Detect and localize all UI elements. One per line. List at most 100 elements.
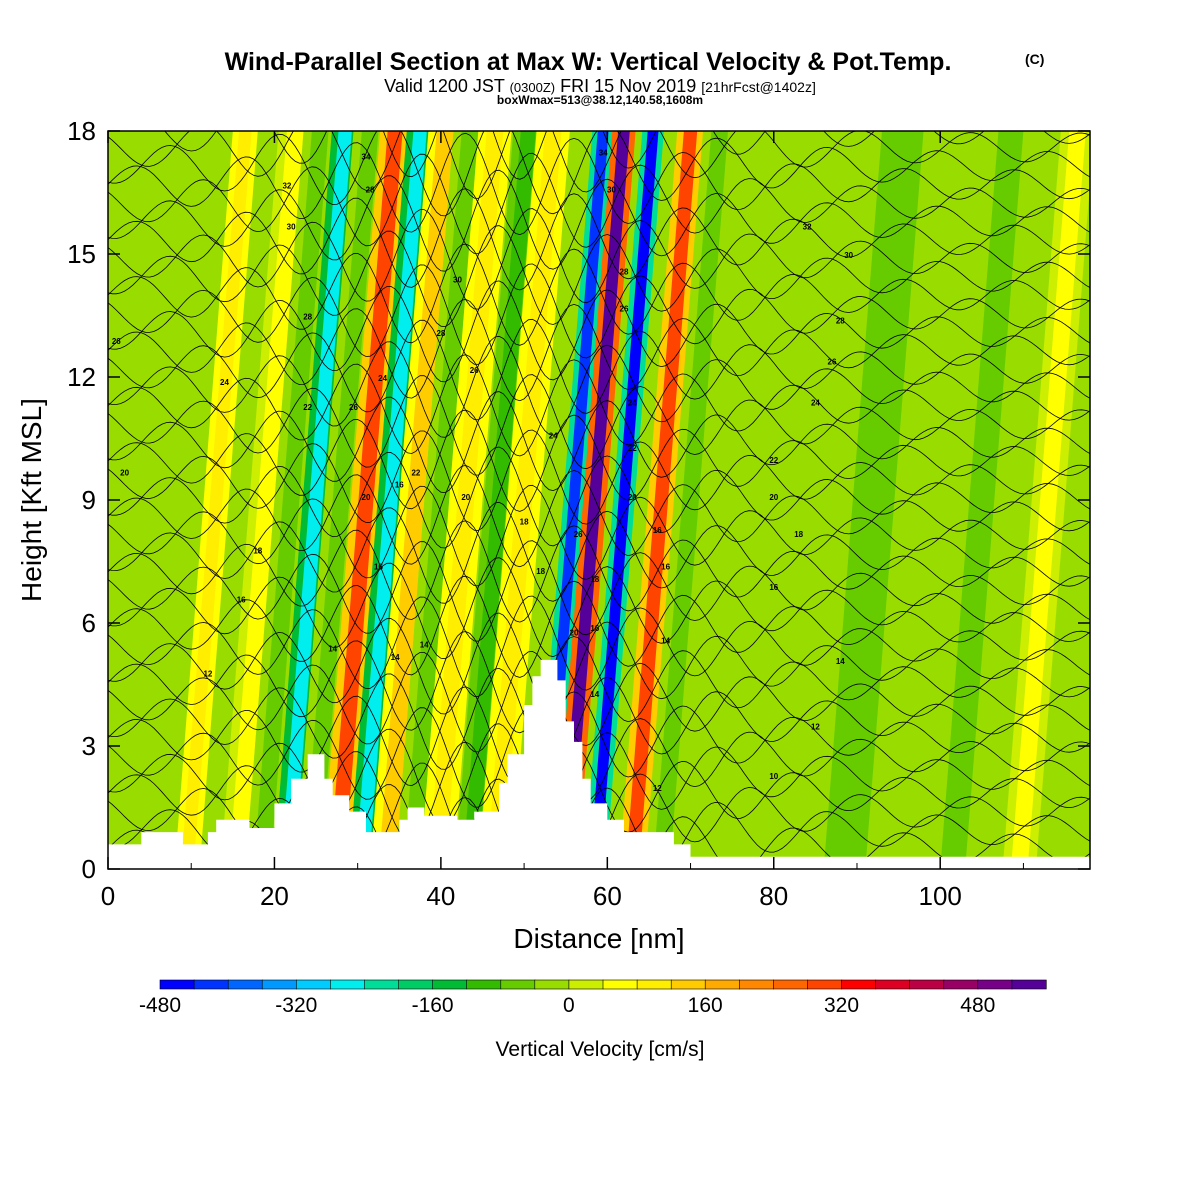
colorbar-swatch — [261, 979, 297, 990]
theta-contour-label: 26 — [574, 530, 583, 539]
colorbar-swatch — [602, 979, 638, 990]
theta-contour-label: 10 — [769, 772, 778, 781]
theta-contour-label: 26 — [349, 403, 358, 412]
subtitle-date: FRI 15 Nov 2019 — [560, 76, 696, 96]
theta-contour-label: 26 — [470, 366, 479, 375]
theta-contour-label: 12 — [811, 723, 820, 732]
theta-contour-label: 12 — [203, 669, 212, 678]
theta-contour-label: 14 — [328, 645, 337, 654]
colorbar-swatch — [227, 979, 263, 990]
theta-contour-label: 28 — [436, 329, 445, 338]
colorbar-swatch — [534, 979, 570, 990]
theta-contour-label: 16 — [237, 596, 246, 605]
theta-contour-label: 24 — [628, 399, 637, 408]
theta-contour-line — [108, 354, 1090, 457]
theta-contour-line — [108, 650, 1090, 753]
theta-contour-line — [108, 446, 1090, 549]
colorbar-swatch — [704, 979, 740, 990]
theta-contour-label: 28 — [303, 313, 312, 322]
colorbar-swatch — [943, 979, 979, 990]
theta-contour-line — [108, 520, 1090, 623]
theta-contour-label: 14 — [590, 690, 599, 699]
theta-contour-line — [108, 631, 1090, 734]
colorbar-tick-label: 320 — [824, 994, 859, 1017]
theta-contour-label: 34 — [362, 153, 371, 162]
theta-contour-label: 20 — [362, 493, 371, 502]
colorbar-swatch — [500, 979, 536, 990]
theta-contour-label: 18 — [794, 530, 803, 539]
theta-contour-line — [108, 612, 1090, 715]
colorbar-swatch — [909, 979, 945, 990]
colorbar-tick-label: -160 — [412, 994, 454, 1017]
subtitle-valid: Valid 1200 JST — [384, 76, 505, 96]
theta-contour-line — [108, 188, 1090, 291]
theta-contour-label: 34 — [599, 149, 608, 158]
theta-contour-line — [108, 243, 1090, 346]
x-axis: 0 20 40 60 80 100 — [101, 131, 1024, 911]
theta-contour-label: 26 — [620, 304, 629, 313]
theta-contour-label: 24 — [378, 374, 387, 383]
colorbar-swatch — [636, 979, 672, 990]
theta-contour-line — [108, 501, 1090, 604]
x-tick-label: 40 — [426, 881, 455, 911]
y-tick-label: 3 — [82, 731, 96, 761]
theta-contour-line — [108, 778, 1090, 869]
theta-contour-line — [108, 667, 1090, 770]
theta-contour-line — [108, 557, 1090, 660]
w-band-core — [355, 131, 427, 869]
w-band-core — [653, 131, 728, 869]
theta-contour-line — [108, 464, 1090, 568]
theta-contour-line — [108, 131, 1090, 217]
colorbar-swatch — [568, 979, 604, 990]
theta-contour-line — [108, 595, 1090, 697]
theta-contour-line — [108, 429, 1090, 531]
theta-contour-line — [108, 280, 1090, 383]
colorbar-swatch — [295, 979, 331, 990]
plot-area: 26 20 12 16 18 24 22 28 30 32 14 26 20 16 24 28 34 14 16 22… — [107, 130, 1091, 870]
theta-contour-line — [108, 723, 1090, 826]
theta-contour-line — [108, 131, 1090, 199]
y-tick-label: 6 — [82, 608, 96, 638]
theta-contour-label: 30 — [453, 276, 462, 285]
theta-contour-label: 24 — [220, 378, 229, 387]
w-band-core — [462, 131, 536, 869]
colorbar-swatch — [432, 979, 468, 990]
subtitle-utc: (0300Z) — [510, 80, 556, 95]
y-tick-label: 18 — [67, 116, 96, 146]
colorbar-tick-label: 480 — [960, 994, 995, 1017]
colorbar-swatch — [738, 979, 774, 990]
potential-temperature-contours — [108, 131, 1090, 869]
colorbar-tick-label: -320 — [275, 994, 317, 1017]
theta-contour-line — [108, 298, 1090, 402]
x-tick-label: 80 — [759, 881, 788, 911]
theta-contour-label: 16 — [653, 526, 662, 535]
theta-contour-line — [108, 540, 1090, 642]
theta-contour-label: 30 — [607, 186, 616, 195]
theta-contour-line — [108, 391, 1090, 494]
colorbar-label: Vertical Velocity [cm/s] — [496, 1038, 705, 1061]
theta-contour-label: 14 — [661, 637, 670, 646]
colorbar-swatch — [670, 979, 706, 990]
y-tick-label: 9 — [82, 485, 96, 515]
theta-contour-line — [108, 374, 1090, 476]
theta-contour-labels: 26 20 12 16 18 24 22 28 30 32 14 26 20 16 24 28 34 14 16 22… — [112, 149, 854, 793]
colorbar-swatch — [841, 979, 877, 990]
w-band-core — [329, 131, 403, 869]
theta-contour-label: 18 — [520, 518, 529, 527]
colorbar-tick-label: 160 — [688, 994, 723, 1017]
theta-contour-label: 18 — [253, 546, 262, 555]
theta-contour-line — [108, 686, 1090, 789]
theta-contour-label: 32 — [282, 181, 291, 190]
theta-contour-line — [108, 706, 1090, 808]
theta-contour-label: 18 — [590, 575, 599, 584]
theta-contour-label: 28 — [836, 317, 845, 326]
theta-contour-label: 20 — [461, 493, 470, 502]
theta-contour-line — [108, 318, 1090, 421]
theta-contour-line — [108, 484, 1090, 587]
w-band-core — [378, 131, 454, 869]
vertical-velocity-field — [174, 131, 1090, 869]
colorbar-tick-labels: -480 -320 -160 0 160 320 480 — [139, 994, 995, 1017]
y-axis-label: Height [Kft MSL] — [16, 398, 47, 602]
y-tick-label: 0 — [82, 854, 96, 884]
